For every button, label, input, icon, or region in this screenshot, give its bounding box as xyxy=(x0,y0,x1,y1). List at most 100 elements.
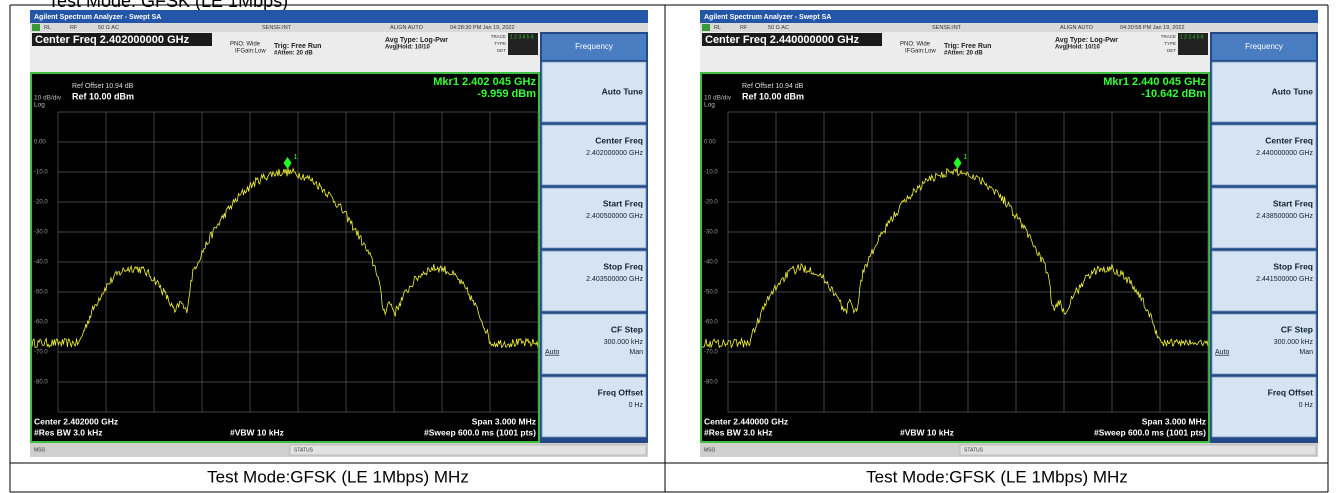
status-field xyxy=(290,445,646,455)
trace-label: TYPE xyxy=(1164,41,1176,46)
softkey-label: Freq Offset xyxy=(598,387,644,397)
y-label: -70.0 xyxy=(34,350,48,356)
softkey-option: Man xyxy=(629,349,643,356)
sweep: #Sweep 600.0 ms (1001 pts) xyxy=(424,427,536,437)
softkey-label: Start Freq xyxy=(603,198,643,208)
y-label: -40.0 xyxy=(704,260,718,266)
status-item: SENSE:INT xyxy=(262,25,292,31)
page: Test Mode: GFSK (LE 1Mbps) Test Mode:GFS… xyxy=(0,0,1338,493)
marker-id: 1 xyxy=(964,154,968,161)
marker-freq: Mkr1 2.402 045 GHz xyxy=(433,76,536,88)
title-text: Agilent Spectrum Analyzer - Swept SA xyxy=(704,14,831,21)
y-label: -80.0 xyxy=(34,380,48,386)
ref-offset: Ref Offset 10.94 dB xyxy=(742,83,804,90)
y-label: -60.0 xyxy=(704,320,718,326)
analyzer-screenshot: Agilent Spectrum Analyzer - Swept SARLRF… xyxy=(700,10,1318,457)
softkey-label: CF Step xyxy=(1281,324,1313,334)
ref-level: Ref 10.00 dBm xyxy=(72,91,134,101)
caption: Test Mode:GFSK (LE 1Mbps) MHz xyxy=(207,467,469,486)
vbw: #VBW 10 kHz xyxy=(230,427,284,437)
softkey-value: 0 Hz xyxy=(1299,402,1314,409)
y-label: -10.0 xyxy=(34,170,48,176)
softkey-value: 2.440000000 GHz xyxy=(1256,150,1313,157)
status-item: RL xyxy=(714,25,721,31)
marker-freq: Mkr1 2.440 045 GHz xyxy=(1103,76,1206,88)
res-bw: #Res BW 3.0 kHz xyxy=(704,427,773,437)
softkey-value: 2.403500000 GHz xyxy=(586,276,643,283)
softkey-value: 2.438500000 GHz xyxy=(1256,213,1313,220)
y-label: 0.00 xyxy=(34,140,46,146)
softkey-label: Freq Offset xyxy=(1268,387,1314,397)
status: STATUS xyxy=(964,447,984,453)
log-label: Log xyxy=(34,102,45,109)
softkey-option: Auto xyxy=(545,349,560,356)
scale: 10 dB/div xyxy=(704,95,732,102)
marker-level: -9.959 dBm xyxy=(477,88,536,100)
trace-label: DET xyxy=(497,48,506,53)
msg: MSG xyxy=(704,447,716,453)
status-item: RF xyxy=(70,25,78,31)
y-label: -20.0 xyxy=(704,200,718,206)
softkey-title: Frequency xyxy=(575,42,613,51)
y-label: -10.0 xyxy=(704,170,718,176)
softkey-label: Stop Freq xyxy=(1273,261,1313,271)
center-label: Center 2.402000 GHz xyxy=(34,416,118,426)
status-item: 04:30:58 PM Jan 19, 2022 xyxy=(1120,25,1185,31)
avg-type: Avg Type: Log-Pwr xyxy=(1055,37,1118,44)
pno: PNO: Wide xyxy=(230,42,261,48)
trig: Trig: Free Run xyxy=(274,43,321,50)
softkey-label: Start Freq xyxy=(1273,198,1313,208)
scale: 10 dB/div xyxy=(34,95,62,102)
status-item: SENSE:INT xyxy=(932,25,962,31)
trace-label: TRACE xyxy=(1161,34,1176,39)
softkey-label: Center Freq xyxy=(595,135,643,145)
title-text: Agilent Spectrum Analyzer - Swept SA xyxy=(34,14,161,21)
avg-type: Avg Type: Log-Pwr xyxy=(385,37,448,44)
y-label: -30.0 xyxy=(704,230,718,236)
softkey-value: 2.400500000 GHz xyxy=(586,213,643,220)
log-label: Log xyxy=(704,102,715,109)
avg-hold: Avg|Hold: 10/10 xyxy=(385,45,430,51)
sweep: #Sweep 600.0 ms (1001 pts) xyxy=(1094,427,1206,437)
softkey-option: Man xyxy=(1299,349,1313,356)
msg: MSG xyxy=(34,447,46,453)
softkey-value: 2.402000000 GHz xyxy=(586,150,643,157)
y-label: -20.0 xyxy=(34,200,48,206)
softkey-label: CF Step xyxy=(611,324,643,334)
graph-area xyxy=(701,73,1209,442)
marker-level: -10.642 dBm xyxy=(1141,88,1206,100)
status-item: 50 Ω AC xyxy=(768,25,789,31)
vbw: #VBW 10 kHz xyxy=(900,427,954,437)
atten: #Atten: 20 dB xyxy=(274,51,313,57)
status-field xyxy=(960,445,1316,455)
status-item: ALIGN AUTO xyxy=(1060,25,1094,31)
rl-indicator xyxy=(32,24,40,31)
softkey-label: Stop Freq xyxy=(603,261,643,271)
res-bw: #Res BW 3.0 kHz xyxy=(34,427,103,437)
y-label: -50.0 xyxy=(704,290,718,296)
pno: PNO: Wide xyxy=(900,42,931,48)
y-label: 0.00 xyxy=(704,140,716,146)
y-label: -60.0 xyxy=(34,320,48,326)
y-label: -50.0 xyxy=(34,290,48,296)
ref-offset: Ref Offset 10.94 dB xyxy=(72,83,134,90)
span-label: Span 3.000 MHz xyxy=(472,416,536,426)
trace-digits: 1 2 3 4 5 6 xyxy=(1180,34,1204,40)
y-label: -30.0 xyxy=(34,230,48,236)
ref-level: Ref 10.00 dBm xyxy=(742,91,804,101)
trace-label: DET xyxy=(1167,48,1176,53)
ifgain: IFGain:Low xyxy=(235,49,266,55)
trace-digits: 1 2 3 4 5 6 xyxy=(510,34,534,40)
rl-indicator xyxy=(702,24,710,31)
softkey-value: 300.000 kHz xyxy=(604,339,644,346)
status-item: ALIGN AUTO xyxy=(390,25,424,31)
trig: Trig: Free Run xyxy=(944,43,991,50)
ifgain: IFGain:Low xyxy=(905,49,936,55)
trace-label: TYPE xyxy=(494,41,506,46)
softkey-option: Auto xyxy=(1215,349,1230,356)
marker-id: 1 xyxy=(294,154,298,161)
caption: Test Mode:GFSK (LE 1Mbps) MHz xyxy=(866,467,1128,486)
softkey-label: Auto Tune xyxy=(1272,86,1314,96)
atten: #Atten: 20 dB xyxy=(944,51,983,57)
